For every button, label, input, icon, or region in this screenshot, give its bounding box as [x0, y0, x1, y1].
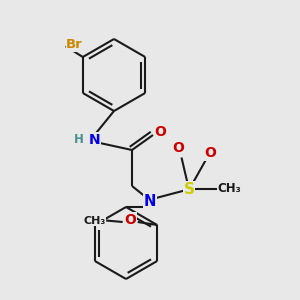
Text: N: N: [89, 133, 100, 146]
Text: O: O: [124, 213, 136, 226]
Text: O: O: [172, 142, 184, 155]
Text: N: N: [144, 194, 156, 208]
Text: O: O: [204, 146, 216, 160]
Text: O: O: [154, 125, 166, 139]
Text: S: S: [184, 182, 194, 196]
Text: CH₃: CH₃: [83, 215, 105, 226]
Text: CH₃: CH₃: [218, 182, 242, 196]
Text: Br: Br: [66, 38, 83, 51]
Text: H: H: [74, 133, 84, 146]
